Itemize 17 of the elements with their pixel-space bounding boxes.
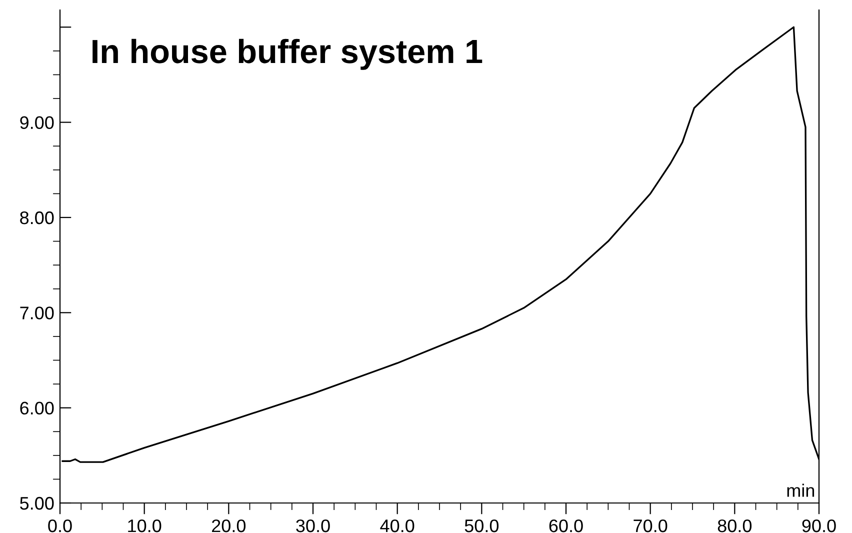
x-tick-label: 80.0 (718, 519, 752, 532)
y-tick-label: 8.00 (20, 211, 54, 224)
x-tick-label: 20.0 (212, 519, 246, 532)
x-tick-label: 70.0 (634, 519, 668, 532)
y-tick-label: 9.00 (20, 116, 54, 130)
x-tick-label: 30.0 (296, 519, 330, 532)
x-tick-label: 0.0 (48, 519, 72, 532)
x-axis-title: min (787, 484, 814, 497)
x-tick-label: 90.0 (802, 519, 836, 532)
y-tick-label: 6.00 (20, 402, 54, 415)
x-tick-label: 60.0 (549, 519, 583, 532)
x-tick-label: 50.0 (464, 519, 499, 532)
x-tick-label: 40.0 (380, 519, 414, 532)
y-tick-label: 5.00 (20, 496, 54, 510)
x-tick-label: 10.0 (128, 519, 162, 532)
y-tick-label: 7.00 (20, 306, 54, 320)
text: In house buffer system 1 (92, 38, 482, 70)
